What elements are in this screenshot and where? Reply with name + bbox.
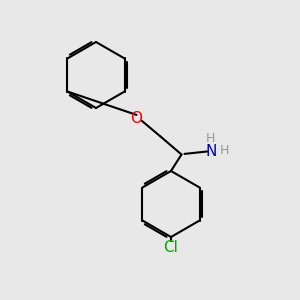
- Text: Cl: Cl: [164, 240, 178, 255]
- Text: N: N: [206, 144, 217, 159]
- Text: H: H: [219, 143, 229, 157]
- Text: H: H: [205, 132, 215, 146]
- Text: O: O: [130, 111, 142, 126]
